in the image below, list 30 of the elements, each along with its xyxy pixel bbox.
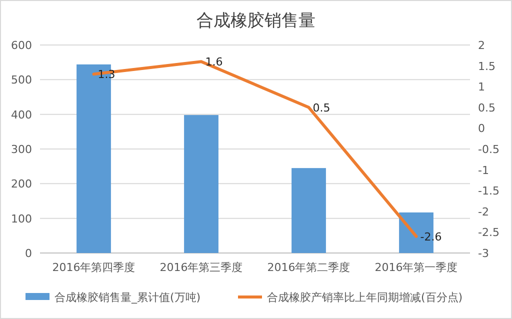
- data-label: 1.6: [205, 56, 223, 69]
- chart-title: 合成橡胶销售量: [196, 11, 316, 31]
- y2-tick-label: -1: [478, 164, 489, 177]
- x-tick-label: 2016年第一季度: [374, 261, 458, 274]
- y-tick-label: 600: [11, 39, 32, 52]
- x-tick-label: 2016年第三季度: [160, 261, 243, 274]
- y-tick-label: 0: [25, 247, 32, 260]
- y2-tick-label: 2: [478, 39, 485, 52]
- bar: [184, 115, 218, 253]
- legend-label: 合成橡胶销售量_累计值(万吨): [54, 291, 201, 304]
- y2-tick-label: -3: [478, 247, 489, 260]
- bar: [292, 168, 326, 253]
- y2-tick-label: 1.5: [478, 60, 496, 73]
- y2-tick-label: -2.5: [478, 226, 500, 240]
- y-tick-label: 300: [11, 143, 32, 156]
- y2-tick-label: 1: [478, 80, 485, 94]
- y2-tick-label: 0: [478, 122, 485, 136]
- y2-tick-label: -2: [478, 205, 489, 218]
- y2-tick-label: -0.5: [478, 143, 500, 156]
- y-tick-label: 200: [11, 178, 32, 191]
- x-tick-label: 2016年第二季度: [267, 261, 350, 274]
- data-label: 1.3: [98, 68, 116, 82]
- data-label: 0.5: [312, 101, 330, 114]
- y-tick-label: 500: [11, 74, 32, 87]
- x-tick-label: 2016年第四季度: [52, 261, 136, 274]
- y-tick-label: 400: [11, 108, 32, 122]
- y-tick-label: 100: [11, 212, 32, 226]
- legend-label: 合成橡胶产销率比上年同期增减(百分点): [267, 291, 463, 304]
- y2-tick-label: 0.5: [478, 101, 496, 114]
- y2-tick-label: -1.5: [478, 184, 500, 198]
